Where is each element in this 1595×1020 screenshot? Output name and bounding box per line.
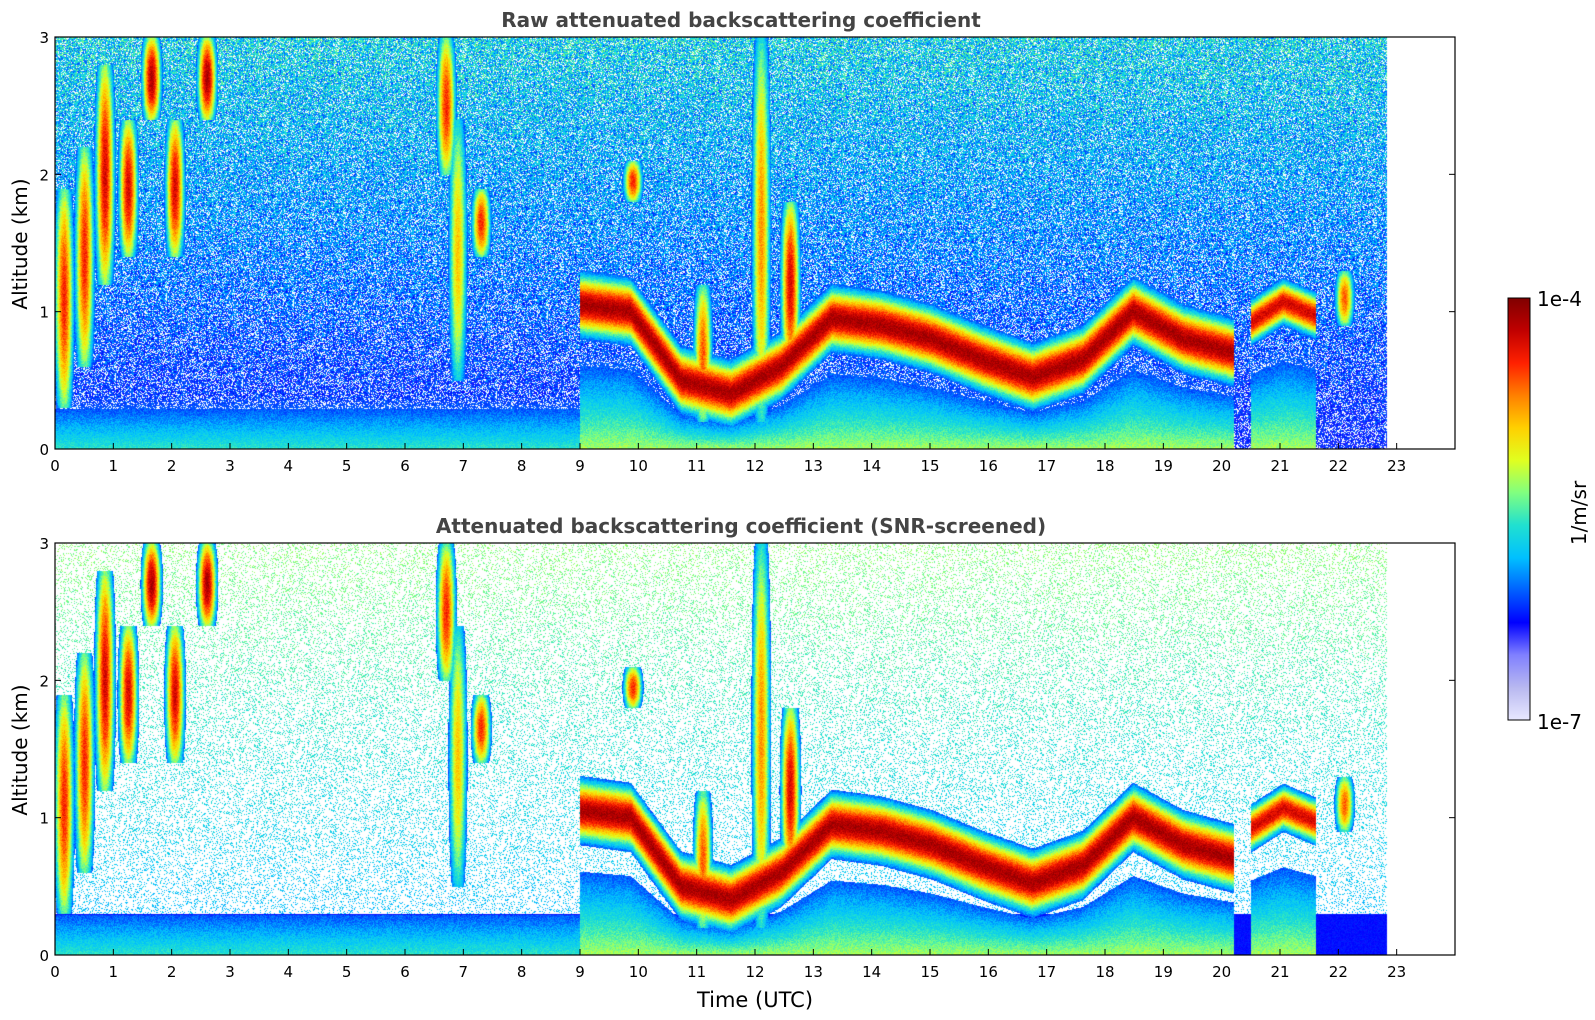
colorbar-unit-label: 1/m/sr (1567, 480, 1591, 545)
x-tick-label: 16 (979, 457, 998, 475)
x-tick-label: 9 (575, 963, 585, 981)
x-tick-label: 0 (50, 963, 60, 981)
y-axis-label-snr: Altitude (km) (8, 684, 32, 815)
x-tick-label: 11 (687, 457, 706, 475)
x-tick-label: 15 (920, 963, 939, 981)
x-tick-label: 22 (1329, 457, 1348, 475)
y-tick-label: 1 (39, 304, 49, 322)
x-tick-label: 6 (400, 457, 410, 475)
x-tick-label: 3 (225, 457, 235, 475)
x-tick-label: 1 (109, 457, 119, 475)
x-tick-label: 20 (1212, 457, 1231, 475)
axes-raw: 0 1 2 3 4 5 6 7 8 9 10 11 12 13 14 15 16 17 18 19 20 21 22 2301… (39, 29, 1455, 475)
x-tick-label: 8 (517, 963, 527, 981)
x-tick-label: 8 (517, 457, 527, 475)
panel-raw: Raw attenuated backscattering coefficien… (8, 8, 1456, 475)
x-tick-label: 22 (1329, 963, 1348, 981)
x-tick-label: 7 (459, 457, 469, 475)
x-tick-label: 23 (1387, 963, 1406, 981)
colorbar: 1e-4 1e-7 1/m/sr (1507, 287, 1591, 734)
x-tick-label: 10 (629, 963, 648, 981)
x-tick-label: 19 (1154, 963, 1173, 981)
y-tick-label: 3 (39, 535, 49, 553)
chart-title-raw: Raw attenuated backscattering coefficien… (501, 8, 981, 32)
chart-title-snr: Attenuated backscattering coefficient (S… (436, 514, 1046, 538)
x-tick-label: 14 (862, 457, 881, 475)
colorbar-gradient (1507, 297, 1531, 721)
x-tick-label: 7 (459, 963, 469, 981)
panel-snr: Attenuated backscattering coefficient (S… (8, 514, 1456, 1012)
x-tick-label: 6 (400, 963, 410, 981)
x-tick-label: 15 (920, 457, 939, 475)
x-tick-label: 11 (687, 963, 706, 981)
x-tick-label: 18 (1095, 457, 1114, 475)
colorbar-max-label: 1e-4 (1537, 287, 1582, 311)
x-tick-label: 21 (1270, 457, 1289, 475)
x-tick-label: 5 (342, 457, 352, 475)
y-tick-label: 0 (39, 441, 49, 459)
y-tick-label: 3 (39, 29, 49, 47)
x-tick-label: 4 (284, 963, 294, 981)
x-tick-label: 17 (1037, 457, 1056, 475)
x-tick-label: 2 (167, 457, 177, 475)
x-tick-label: 12 (745, 457, 764, 475)
x-tick-label: 14 (862, 963, 881, 981)
x-tick-label: 20 (1212, 963, 1231, 981)
x-tick-label: 12 (745, 963, 764, 981)
y-tick-label: 2 (39, 672, 49, 690)
y-tick-label: 2 (39, 166, 49, 184)
heatmap-raw (55, 37, 1455, 449)
x-tick-label: 17 (1037, 963, 1056, 981)
y-tick-label: 1 (39, 810, 49, 828)
x-axis-label: Time (UTC) (696, 988, 813, 1012)
x-tick-label: 4 (284, 457, 294, 475)
colorbar-min-label: 1e-7 (1537, 710, 1582, 734)
x-tick-label: 19 (1154, 457, 1173, 475)
x-tick-label: 0 (50, 457, 60, 475)
x-tick-label: 16 (979, 963, 998, 981)
x-tick-label: 10 (629, 457, 648, 475)
x-tick-label: 1 (109, 963, 119, 981)
y-axis-label-raw: Altitude (km) (8, 178, 32, 309)
x-tick-label: 13 (804, 457, 823, 475)
x-tick-label: 9 (575, 457, 585, 475)
y-tick-label: 0 (39, 947, 49, 965)
x-tick-label: 13 (804, 963, 823, 981)
axes-snr: 0 1 2 3 4 5 6 7 8 9 10 11 12 13 14 15 16 17 18 19 20 21 22 2301… (39, 535, 1455, 981)
x-tick-label: 18 (1095, 963, 1114, 981)
heatmap-snr (55, 543, 1455, 955)
x-tick-label: 2 (167, 963, 177, 981)
x-tick-label: 3 (225, 963, 235, 981)
x-tick-label: 23 (1387, 457, 1406, 475)
x-tick-label: 21 (1270, 963, 1289, 981)
x-tick-label: 5 (342, 963, 352, 981)
